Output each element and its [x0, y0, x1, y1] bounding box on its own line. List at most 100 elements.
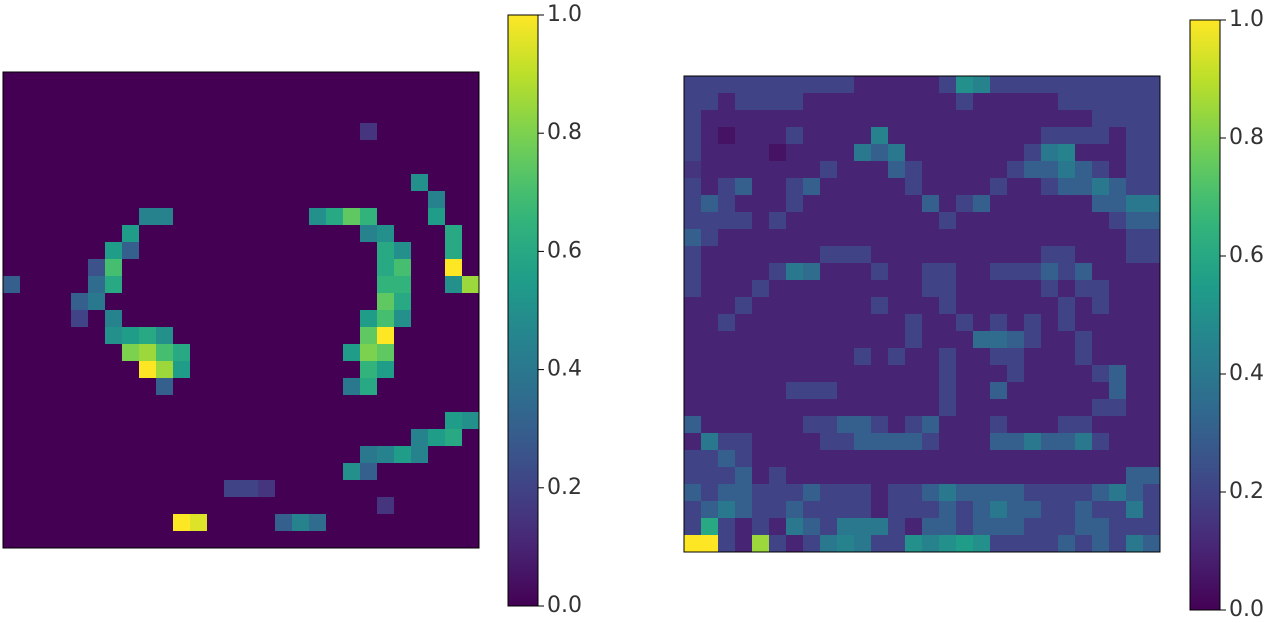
heatmap-cell — [173, 293, 191, 311]
heatmap-cell — [88, 412, 106, 430]
heatmap-cell — [275, 514, 293, 532]
heatmap-cell — [343, 140, 361, 158]
heatmap-cell — [1058, 263, 1076, 281]
heatmap-cell — [1143, 178, 1161, 196]
heatmap-cell — [54, 208, 72, 226]
heatmap-cell — [309, 72, 327, 90]
heatmap-cell — [837, 93, 855, 111]
heatmap-cell — [54, 361, 72, 379]
heatmap-cell — [1109, 161, 1127, 179]
heatmap-cell — [360, 531, 378, 549]
heatmap-cell — [394, 225, 412, 243]
heatmap-cell — [956, 178, 974, 196]
heatmap-cell — [139, 429, 157, 447]
heatmap-cell — [1075, 246, 1093, 264]
heatmap-cell — [956, 212, 974, 230]
heatmap-cell — [973, 416, 991, 434]
heatmap-cell — [752, 501, 770, 519]
heatmap-cell — [258, 106, 276, 124]
heatmap-cell — [973, 382, 991, 400]
heatmap-cell — [207, 106, 225, 124]
heatmap-cell — [292, 378, 310, 396]
heatmap-cell — [37, 225, 55, 243]
heatmap-cell — [735, 93, 753, 111]
heatmap-cell — [769, 280, 787, 298]
heatmap-cell — [1024, 110, 1042, 128]
heatmap-cell — [105, 429, 123, 447]
heatmap-cell — [888, 297, 906, 315]
heatmap-cell — [939, 178, 957, 196]
heatmap-cell — [1075, 229, 1093, 247]
heatmap-cell — [377, 531, 395, 549]
heatmap-cell — [428, 293, 446, 311]
heatmap-cell — [990, 535, 1008, 553]
heatmap-cell — [377, 310, 395, 328]
heatmap-cell — [922, 535, 940, 553]
heatmap-cell — [37, 446, 55, 464]
heatmap-cell — [394, 72, 412, 90]
heatmap-cell — [888, 144, 906, 162]
heatmap-cell — [1143, 399, 1161, 417]
heatmap-cell — [309, 259, 327, 277]
heatmap-cell — [820, 76, 838, 94]
heatmap-cell — [1024, 433, 1042, 451]
heatmap-cell — [258, 293, 276, 311]
heatmap-cell — [752, 263, 770, 281]
heatmap-cell — [684, 348, 702, 366]
heatmap-cell — [888, 161, 906, 179]
heatmap-cell — [445, 429, 463, 447]
heatmap-cell — [105, 208, 123, 226]
heatmap-cell — [309, 378, 327, 396]
heatmap-cell — [224, 191, 242, 209]
heatmap-cell — [326, 497, 344, 515]
heatmap-cell — [54, 174, 72, 192]
heatmap-cell — [20, 293, 38, 311]
heatmap-cell — [326, 429, 344, 447]
heatmap-cell — [377, 293, 395, 311]
heatmap-cell — [752, 161, 770, 179]
heatmap-cell — [462, 531, 480, 549]
heatmap-cell — [871, 518, 889, 536]
heatmap-cell — [956, 399, 974, 417]
heatmap-cell — [258, 276, 276, 294]
heatmap-cell — [820, 331, 838, 349]
heatmap-cell — [1058, 212, 1076, 230]
heatmap-cell — [820, 127, 838, 145]
heatmap-cell — [871, 331, 889, 349]
heatmap-cell — [1126, 263, 1144, 281]
heatmap-cell — [37, 429, 55, 447]
heatmap-cell — [275, 259, 293, 277]
heatmap-cell — [752, 229, 770, 247]
heatmap-cell — [718, 127, 736, 145]
heatmap-cell — [752, 331, 770, 349]
heatmap-cell — [837, 314, 855, 332]
heatmap-cell — [1075, 518, 1093, 536]
heatmap-cell — [105, 395, 123, 413]
heatmap-cell — [20, 446, 38, 464]
heatmap-cell — [888, 501, 906, 519]
heatmap-cell — [820, 348, 838, 366]
heatmap-cell — [1092, 246, 1110, 264]
heatmap-cell — [156, 123, 174, 141]
heatmap-cell — [275, 123, 293, 141]
heatmap-cell — [122, 531, 140, 549]
heatmap-cell — [922, 178, 940, 196]
heatmap-cell — [275, 531, 293, 549]
heatmap-cell — [122, 106, 140, 124]
heatmap-cell — [718, 348, 736, 366]
heatmap-cell — [156, 378, 174, 396]
heatmap-cell — [173, 89, 191, 107]
heatmap-cell — [1058, 501, 1076, 519]
heatmap-cell — [1058, 399, 1076, 417]
heatmap-cell — [871, 535, 889, 553]
heatmap-cell — [769, 433, 787, 451]
heatmap-cell — [411, 531, 429, 549]
heatmap-cell — [377, 208, 395, 226]
heatmap-cell — [922, 518, 940, 536]
heatmap-cell — [905, 144, 923, 162]
heatmap-cell — [922, 263, 940, 281]
heatmap-cell — [871, 144, 889, 162]
heatmap-cell — [377, 361, 395, 379]
heatmap-cell — [871, 195, 889, 213]
heatmap-cell — [1143, 229, 1161, 247]
